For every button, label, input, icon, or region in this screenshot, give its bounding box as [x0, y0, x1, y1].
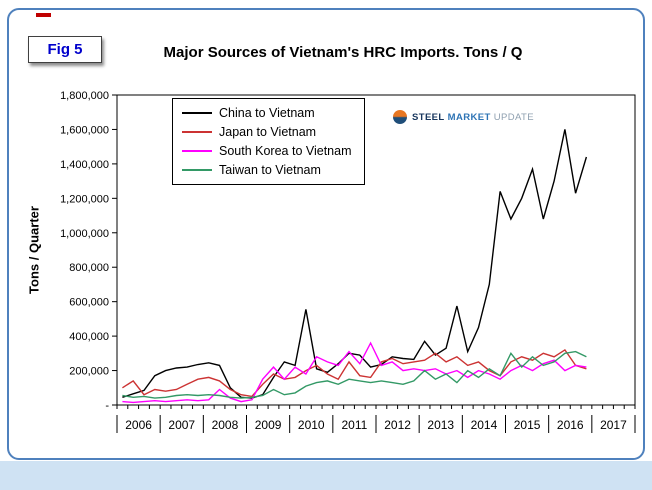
smu-logo-update: UPDATE: [493, 111, 534, 123]
red-dash-mark: [36, 13, 51, 17]
svg-text:1,600,000: 1,600,000: [60, 124, 109, 136]
legend-line-japan: [182, 131, 212, 133]
svg-text:2014: 2014: [471, 418, 498, 432]
svg-text:2007: 2007: [168, 418, 195, 432]
svg-text:2008: 2008: [212, 418, 239, 432]
svg-text:600,000: 600,000: [69, 297, 109, 309]
figure-number-box: Fig 5: [28, 36, 102, 63]
svg-text:2017: 2017: [600, 418, 627, 432]
svg-text:2006: 2006: [125, 418, 152, 432]
legend-item-taiwan: Taiwan to Vietnam: [182, 163, 352, 177]
legend-label-taiwan: Taiwan to Vietnam: [219, 163, 321, 177]
chart-legend: China to Vietnam Japan to Vietnam South …: [172, 98, 365, 185]
svg-text:400,000: 400,000: [69, 331, 109, 343]
steel-market-update-logo: STEEL MARKET UPDATE: [393, 110, 534, 124]
smu-logo-market: MARKET: [447, 111, 491, 123]
svg-text:2011: 2011: [342, 418, 368, 432]
svg-text:1,200,000: 1,200,000: [60, 193, 109, 205]
y-axis-title: Tons / Quarter: [26, 206, 42, 294]
svg-text:800,000: 800,000: [69, 262, 109, 274]
svg-text:200,000: 200,000: [69, 366, 109, 378]
svg-text:-: -: [105, 400, 109, 412]
legend-item-china: China to Vietnam: [182, 106, 352, 120]
legend-line-taiwan: [182, 169, 212, 171]
svg-text:2013: 2013: [427, 418, 454, 432]
svg-text:1,000,000: 1,000,000: [60, 228, 109, 240]
legend-label-japan: Japan to Vietnam: [219, 125, 317, 139]
legend-line-south-korea: [182, 150, 212, 152]
svg-text:2009: 2009: [255, 418, 282, 432]
svg-text:2010: 2010: [298, 418, 325, 432]
svg-text:1,800,000: 1,800,000: [60, 90, 109, 102]
smu-logo-text: STEEL MARKET UPDATE: [412, 112, 534, 123]
smu-logo-steel: STEEL: [412, 111, 445, 123]
chart-title: Major Sources of Vietnam's HRC Imports. …: [163, 44, 523, 61]
legend-item-south-korea: South Korea to Vietnam: [182, 144, 352, 158]
legend-label-china: China to Vietnam: [219, 106, 315, 120]
slide-bottom-band: [0, 461, 652, 490]
legend-item-japan: Japan to Vietnam: [182, 125, 352, 139]
legend-line-china: [182, 112, 212, 114]
svg-text:2012: 2012: [384, 418, 411, 432]
svg-text:2015: 2015: [514, 418, 541, 432]
figure-number-label: Fig 5: [47, 41, 83, 58]
legend-label-south-korea: South Korea to Vietnam: [219, 144, 352, 158]
svg-text:1,400,000: 1,400,000: [60, 159, 109, 171]
svg-text:2016: 2016: [557, 418, 584, 432]
smu-globe-icon: [393, 110, 407, 124]
